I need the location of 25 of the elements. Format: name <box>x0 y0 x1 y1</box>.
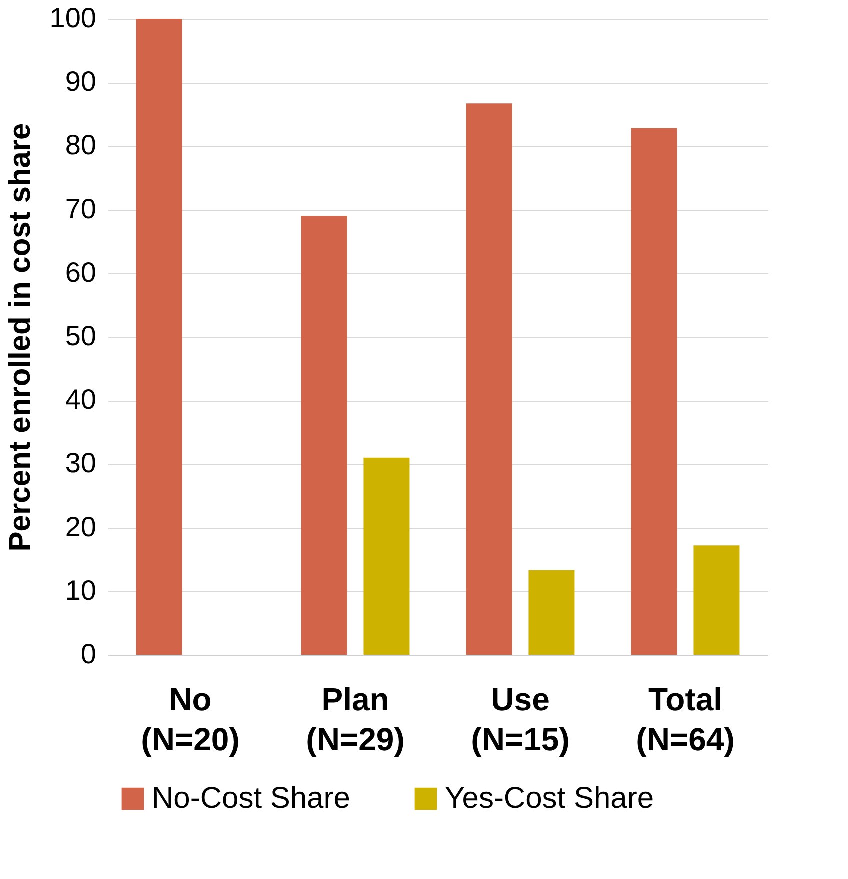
x-tick-label: Plan (N=29) <box>306 682 405 758</box>
y-tick-label: 70 <box>65 193 96 224</box>
y-tick-label: 10 <box>65 574 96 606</box>
y-tick-label: 40 <box>65 384 96 416</box>
y-tick-label: 50 <box>65 320 96 352</box>
x-tick-label: Use (N=15) <box>471 682 570 758</box>
bar <box>694 546 740 655</box>
y-tick-label: 60 <box>65 256 96 288</box>
bar <box>631 128 678 655</box>
bar <box>528 570 575 655</box>
x-tick-label: Total (N=64) <box>636 682 735 758</box>
y-tick-label: 80 <box>65 130 96 161</box>
x-tick-label: No (N=20) <box>141 682 240 758</box>
y-axis-title: Percent enrolled in cost share <box>4 123 37 552</box>
bar <box>136 19 182 655</box>
bar <box>466 104 512 655</box>
bar <box>364 458 410 655</box>
y-tick-label: 20 <box>65 511 96 542</box>
y-tick-label: 30 <box>65 448 96 479</box>
legend-label: No-Cost Share <box>152 782 350 815</box>
legend-label: Yes-Cost Share <box>445 782 654 815</box>
bar <box>301 216 348 655</box>
y-tick-label: 90 <box>65 66 96 98</box>
y-tick-label: 0 <box>80 638 96 670</box>
y-tick-label: 100 <box>50 2 96 34</box>
